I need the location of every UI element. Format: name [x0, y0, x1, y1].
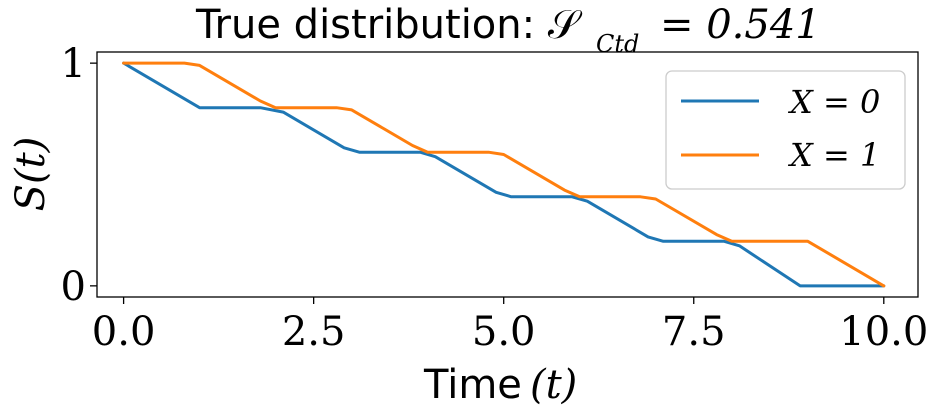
y-axis-ticks: 01	[61, 41, 97, 310]
legend-label-series-0: X = 0	[787, 83, 880, 121]
x-tick-label: 10.0	[839, 309, 928, 355]
chart-title-text: True distribution: 𝒮	[195, 2, 583, 48]
series-lines	[122, 61, 886, 288]
x-axis-ticks: 0.0 2.5 5.0 7.5 10.0	[92, 297, 928, 355]
x-axis-label-text: Time	[423, 362, 522, 408]
series-line-1	[122, 61, 886, 288]
chart-title: True distribution: 𝒮 Ctd = 0.541	[195, 2, 821, 58]
x-axis-label-math: (t)	[530, 362, 577, 408]
x-tick-label: 2.5	[282, 309, 346, 355]
y-tick-label: 0	[61, 264, 86, 310]
x-tick-label: 5.0	[472, 309, 536, 355]
x-tick-label: 0.0	[92, 309, 156, 355]
x-axis-label: Time (t)	[423, 362, 577, 408]
legend: X = 0 X = 1	[665, 70, 906, 190]
y-tick-label: 1	[61, 41, 86, 87]
legend-label-series-1: X = 1	[787, 136, 880, 174]
y-axis-label: S(t)	[8, 137, 54, 212]
series-line-0	[122, 61, 886, 288]
x-tick-label: 7.5	[662, 309, 726, 355]
chart-title-value: = 0.541	[660, 2, 821, 48]
